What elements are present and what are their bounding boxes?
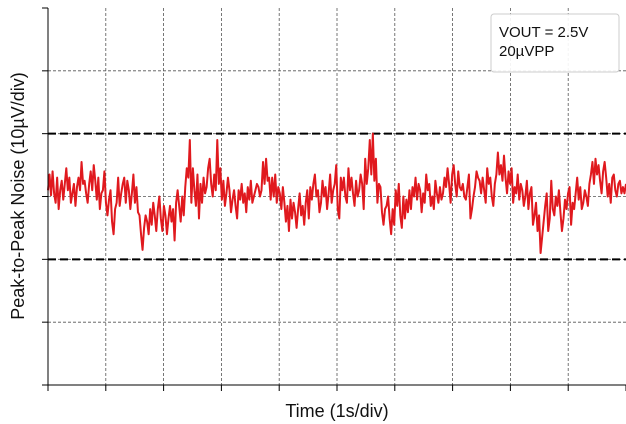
y-axis-label: Peak-to-Peak Noise (10µV/div) bbox=[8, 72, 28, 319]
axis-ticks bbox=[42, 7, 626, 391]
legend-box: VOUT = 2.5V 20µVPP bbox=[490, 13, 620, 73]
reference-lines bbox=[48, 132, 626, 261]
noise-trace bbox=[47, 132, 626, 255]
x-axis-label: Time (1s/div) bbox=[285, 401, 388, 421]
legend-line-1: VOUT = 2.5V bbox=[499, 24, 588, 41]
legend-line-2: 20µVPP bbox=[499, 43, 554, 60]
